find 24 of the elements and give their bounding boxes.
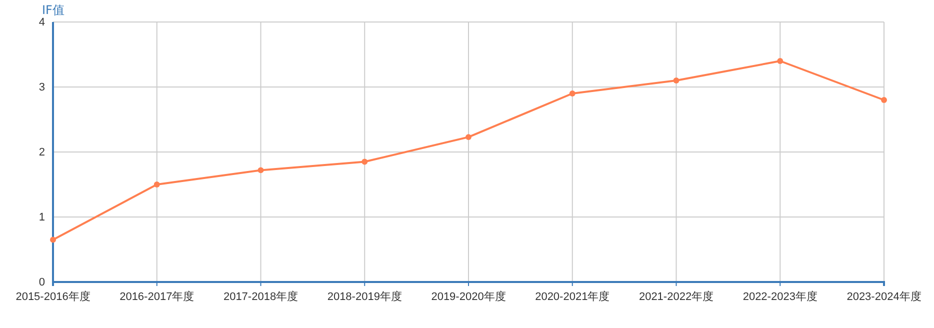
point [362,158,368,165]
point [569,90,576,96]
point [50,236,56,243]
x-tick-label: 2023-2024年度 [846,290,922,303]
point [466,134,472,140]
x-tick-label: 2019-2020年度 [431,290,506,303]
x-tick-label: 2015-2016年度 [16,290,90,303]
x-tick-label: 2022-2023年度 [742,290,818,303]
y-tick-label: 1 [38,212,45,224]
x-tick-label: 2017-2018年度 [223,290,298,303]
y-tick-label: 0 [38,276,45,289]
y-tick-label: 4 [38,16,45,29]
point [154,182,160,188]
point [258,167,264,174]
y-tick-label: 3 [38,82,45,94]
x-tick-label: 2020-2021年度 [535,290,610,303]
y-tick-label: 2 [38,146,45,159]
point [881,97,887,103]
point [777,58,784,64]
x-tick-label: 2016-2017年度 [120,290,194,303]
y-axis-title: IF值 [42,3,64,17]
x-tick-label: 2018-2019年度 [327,290,402,303]
x-tick-label: 2021-2022年度 [638,290,714,303]
point [673,78,680,84]
